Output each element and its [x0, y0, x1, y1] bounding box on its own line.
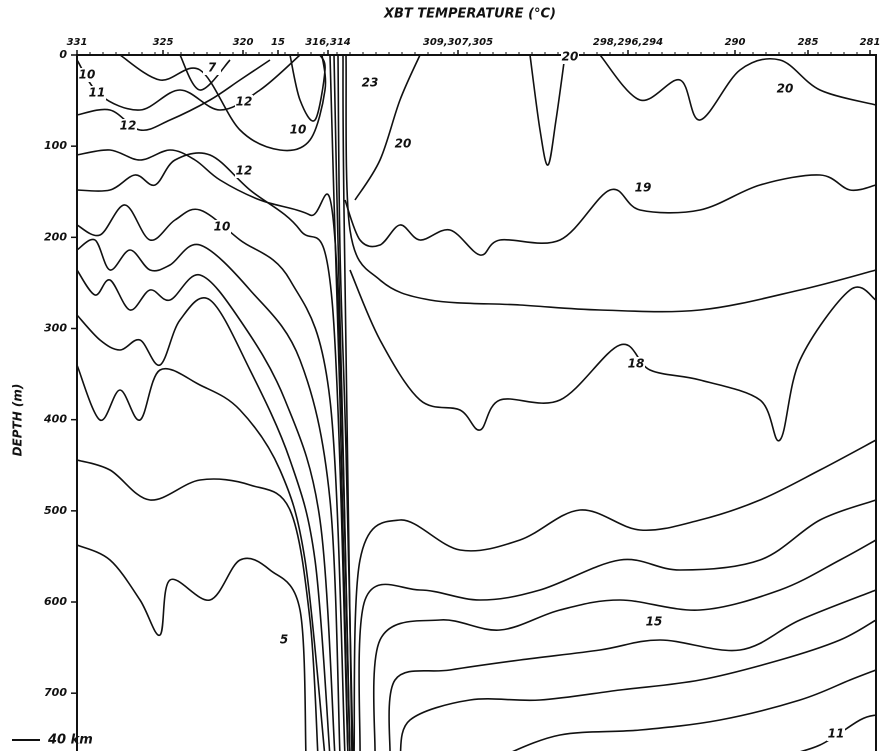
y-tick-label: 200	[44, 230, 67, 243]
contour-line	[76, 269, 336, 751]
label-background	[561, 50, 579, 64]
contour-line	[76, 297, 331, 751]
contour-line	[342, 54, 353, 751]
station-label: 325	[153, 37, 174, 48]
station-label: 320	[233, 37, 254, 48]
station-label: 290	[725, 37, 746, 48]
contour-line	[358, 499, 877, 751]
y-tick-label: 400	[43, 413, 67, 426]
contour-label: 18	[628, 357, 645, 371]
y-tick-label: 300	[44, 322, 67, 335]
contour-label: 12	[236, 164, 253, 178]
contour-line	[76, 204, 346, 751]
scale-label: 40 km	[47, 733, 93, 748]
contour-line	[344, 174, 877, 256]
label-background	[88, 86, 106, 100]
contour-label: 23	[362, 76, 379, 90]
label-background	[776, 82, 794, 96]
contour-line	[353, 439, 877, 751]
contour-label: 10	[214, 220, 231, 234]
contour-label: 10	[79, 68, 96, 82]
contour-line	[76, 149, 351, 751]
label-background	[827, 727, 845, 741]
station-label: 281	[860, 37, 881, 48]
y-tick-label: 500	[44, 504, 67, 517]
contour-line	[119, 54, 327, 152]
contour-line	[529, 54, 566, 166]
label-background	[119, 119, 137, 133]
contour-line	[372, 539, 877, 751]
contour-line	[179, 54, 231, 91]
contour-label: 10	[290, 123, 307, 137]
contour-label: 5	[280, 633, 288, 647]
contour-line	[329, 54, 349, 751]
station-label: 316,314	[305, 37, 351, 48]
contour-label: 20	[395, 137, 412, 151]
label-background	[394, 137, 412, 151]
contour-line	[76, 152, 349, 751]
y-axis-label: DEPTH (m)	[11, 384, 25, 457]
y-tick-label: 700	[44, 686, 67, 699]
y-tick-label: 0	[59, 48, 67, 61]
station-label: 331	[67, 37, 88, 48]
contour-label: 15	[646, 615, 663, 629]
contour-line	[76, 238, 341, 751]
contour-line	[76, 364, 326, 751]
label-background	[235, 164, 253, 178]
contour-line	[289, 54, 326, 122]
contour-line	[354, 54, 421, 201]
contour-line	[76, 544, 307, 751]
label-background	[78, 68, 96, 82]
contour-line	[345, 54, 877, 313]
contour-label: 11	[89, 86, 106, 100]
label-background	[645, 615, 663, 629]
label-background	[235, 95, 253, 109]
contour-label: 7	[208, 61, 217, 75]
contour-line	[399, 619, 877, 751]
contour-line	[388, 589, 877, 751]
contour-label: 11	[828, 727, 845, 741]
contour-label: 12	[236, 95, 253, 109]
contour-line	[349, 269, 877, 442]
station-label: 285	[798, 37, 819, 48]
y-tick-label: 600	[44, 595, 67, 608]
contour-line	[76, 459, 319, 751]
contour-line	[333, 54, 351, 751]
y-tick-label: 100	[44, 139, 67, 152]
contour-label: 20	[777, 82, 794, 96]
label-background	[627, 357, 645, 371]
chart-title: XBT TEMPERATURE (°C)	[383, 7, 556, 22]
contour-line	[76, 59, 271, 132]
label-background	[361, 76, 379, 90]
label-background	[275, 633, 293, 647]
contour-label: 19	[635, 181, 652, 195]
label-background	[634, 181, 652, 195]
plot-frame	[76, 54, 877, 751]
label-background	[289, 123, 307, 137]
label-background	[203, 61, 221, 75]
label-background	[213, 220, 231, 234]
station-label: 309,307,305	[423, 37, 493, 48]
contour-label: 20	[562, 50, 579, 64]
station-label: 15	[271, 37, 285, 48]
contour-line	[512, 669, 877, 751]
contour-line	[599, 54, 877, 121]
station-label: 298,296,294	[593, 37, 663, 48]
contour-label: 12	[120, 119, 137, 133]
